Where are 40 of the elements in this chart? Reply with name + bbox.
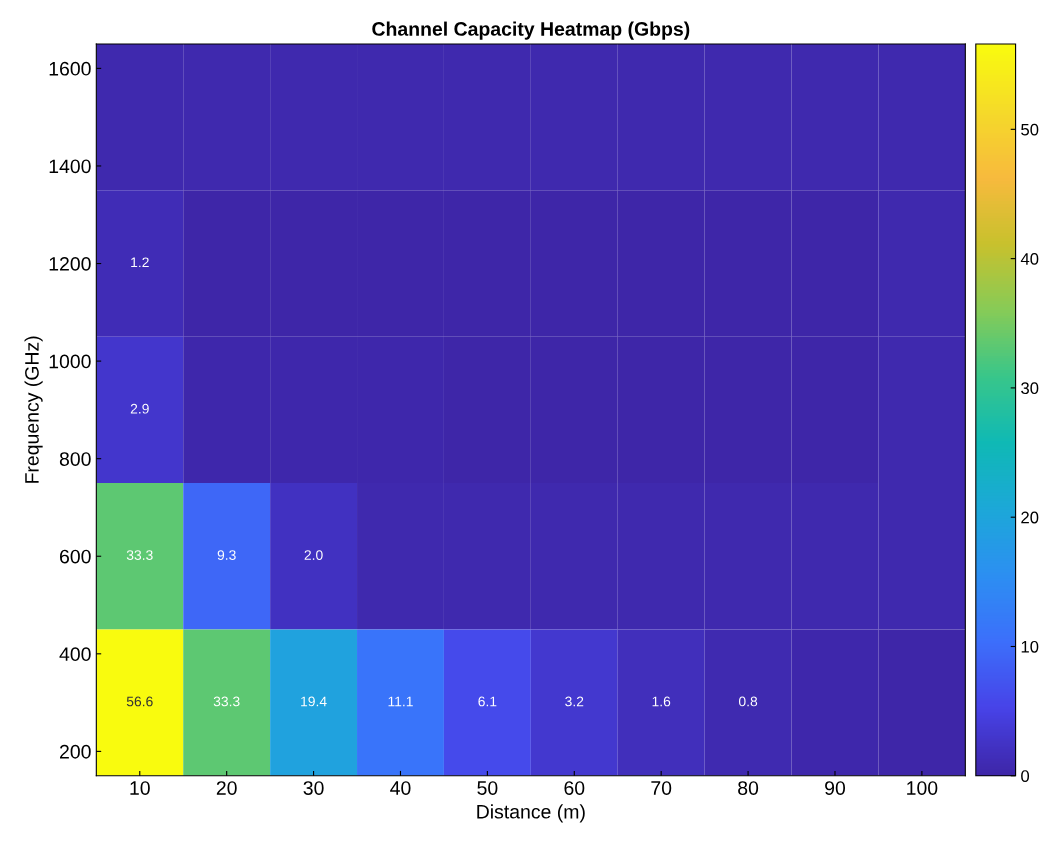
color-bar-label: 30 <box>1021 382 1039 395</box>
data-label: 9.3 <box>217 550 236 560</box>
y-tick-label: 800 <box>59 452 91 466</box>
color-bar-label: 0 <box>1021 770 1030 782</box>
y-tick-label: 400 <box>59 647 91 662</box>
x-tick-label: 70 <box>651 781 672 795</box>
data-label: 33.3 <box>213 696 240 707</box>
x-tick-label: 50 <box>477 781 498 795</box>
y-tick-label: 200 <box>60 744 91 759</box>
y-tick-label: 1400 <box>49 159 91 174</box>
x-tick-label: 60 <box>564 781 585 795</box>
data-label: 56.6 <box>126 696 153 707</box>
x-axis-title: Distance (m) <box>477 804 585 823</box>
color-bar-label: 50 <box>1021 123 1039 136</box>
data-label: 2.9 <box>130 403 149 414</box>
y-axis-title: Frequency (GHz) <box>24 336 43 483</box>
color-bar-label: 10 <box>1021 640 1039 653</box>
x-tick-label: 20 <box>216 781 237 795</box>
data-label: 0.8 <box>738 696 758 707</box>
data-label: 19.4 <box>301 696 327 707</box>
data-label: 11.1 <box>388 696 413 707</box>
data-label: 6.1 <box>478 696 497 707</box>
data-label: 3.2 <box>565 696 584 707</box>
x-tick-label: 80 <box>738 781 759 795</box>
data-label: 1.2 <box>131 257 149 268</box>
x-tick-label: 30 <box>303 781 324 795</box>
data-label: 2.0 <box>304 550 323 560</box>
x-tick-label: 100 <box>907 781 938 795</box>
x-tick-label: 10 <box>130 781 150 795</box>
y-tick-label: 1000 <box>49 354 91 369</box>
chart-title: Channel Capacity Heatmap (Gbps) <box>372 21 690 40</box>
x-tick-label: 40 <box>390 781 411 795</box>
y-tick-label: 600 <box>60 549 91 564</box>
y-tick-label: 1200 <box>49 257 91 271</box>
y-tick-label: 1600 <box>49 61 91 76</box>
x-tick-label: 90 <box>825 781 846 795</box>
data-label: 33.3 <box>126 550 153 560</box>
color-bar-label: 40 <box>1020 253 1039 265</box>
color-bar-label: 20 <box>1021 511 1039 524</box>
data-label: 1.6 <box>652 696 671 707</box>
